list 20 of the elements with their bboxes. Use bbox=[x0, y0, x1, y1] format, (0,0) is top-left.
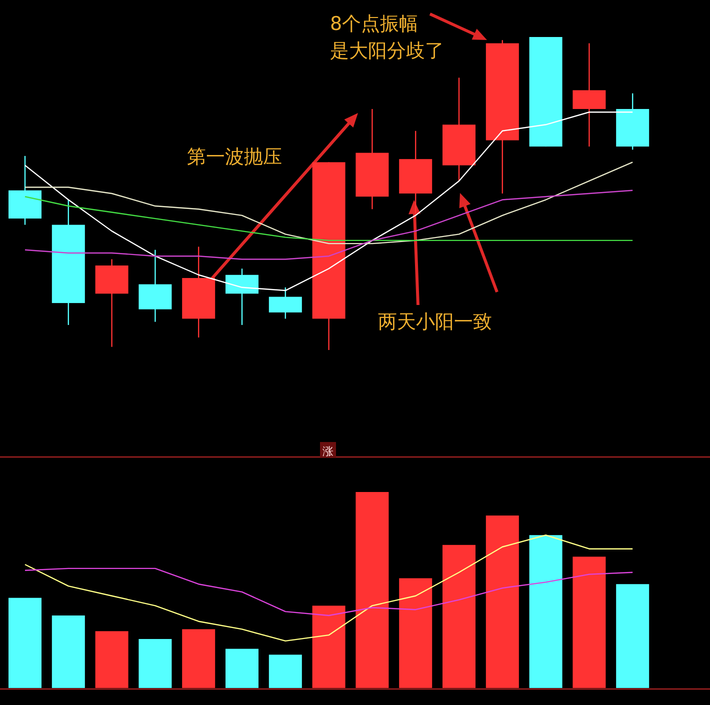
bar bbox=[616, 584, 650, 688]
bar bbox=[442, 544, 476, 688]
bar bbox=[138, 639, 172, 688]
annotation: 两天小阳一致 bbox=[378, 311, 492, 333]
text: 涨 bbox=[322, 445, 334, 458]
bar bbox=[399, 578, 432, 688]
bar bbox=[268, 654, 302, 688]
bar bbox=[182, 629, 216, 688]
bar bbox=[312, 606, 346, 688]
annotation: 是大阳分歧了 bbox=[330, 40, 444, 62]
bar bbox=[572, 556, 606, 688]
annotation: 第一波抛压 bbox=[187, 146, 282, 168]
bar bbox=[356, 492, 389, 688]
bar bbox=[529, 535, 562, 688]
bar bbox=[8, 598, 42, 688]
bar bbox=[486, 516, 519, 688]
text: 8个点振幅 bbox=[330, 13, 418, 35]
bar bbox=[52, 615, 85, 688]
bar bbox=[95, 631, 128, 688]
bar bbox=[226, 648, 258, 688]
